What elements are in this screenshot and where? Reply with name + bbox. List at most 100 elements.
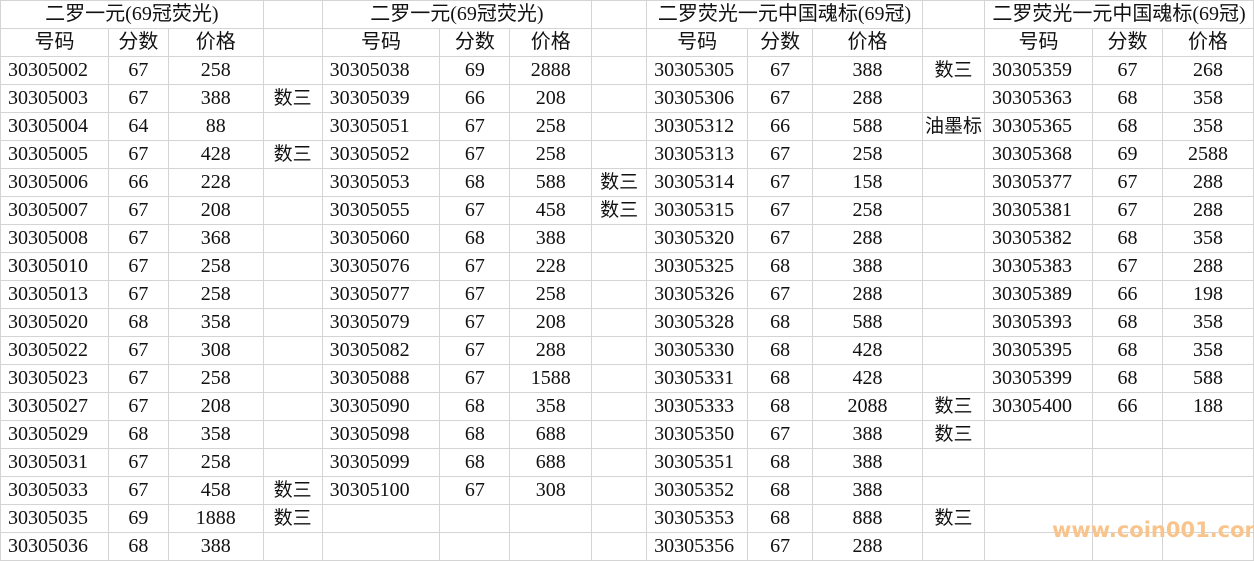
score-cell[interactable]: 68 [439,420,511,449]
code-cell[interactable] [983,420,1093,449]
score-cell[interactable]: 68 [439,224,511,253]
score-cell[interactable]: 67 [439,112,511,141]
note-cell[interactable]: 数三 [591,196,648,225]
note-cell[interactable] [262,224,323,253]
code-cell[interactable]: 30305328 [646,308,749,337]
note-cell[interactable] [262,252,323,281]
note-cell[interactable] [922,364,985,393]
note-cell[interactable] [262,280,323,309]
note-cell[interactable] [591,420,648,449]
price-cell[interactable]: 688 [509,448,593,477]
price-cell[interactable]: 288 [812,532,923,561]
note-cell[interactable] [591,224,648,253]
price-cell[interactable] [1161,420,1254,449]
score-cell[interactable]: 67 [439,252,511,281]
score-cell[interactable]: 67 [747,84,814,113]
note-cell[interactable] [262,448,323,477]
price-cell[interactable]: 358 [1161,224,1254,253]
price-cell[interactable] [1161,476,1254,505]
price-cell[interactable]: 288 [1161,252,1254,281]
price-cell[interactable]: 208 [509,308,593,337]
code-cell[interactable]: 30305023 [0,364,109,393]
price-cell[interactable]: 2888 [509,56,593,85]
price-cell[interactable]: 358 [1161,84,1254,113]
price-cell[interactable]: 258 [167,364,264,393]
score-cell[interactable] [439,532,511,561]
note-cell[interactable] [591,504,648,533]
code-cell[interactable]: 30305029 [0,420,109,449]
code-cell[interactable]: 30305090 [321,392,441,421]
price-cell[interactable]: 388 [167,532,264,561]
code-cell[interactable]: 30305325 [646,252,749,281]
score-cell[interactable]: 67 [747,532,814,561]
price-cell[interactable]: 388 [812,476,923,505]
note-cell[interactable] [262,168,323,197]
score-cell[interactable] [1091,476,1163,505]
code-cell[interactable]: 30305350 [646,420,749,449]
score-cell[interactable]: 67 [747,420,814,449]
score-cell[interactable]: 68 [747,252,814,281]
price-cell[interactable]: 588 [812,112,923,141]
price-cell[interactable]: 208 [167,196,264,225]
price-cell[interactable]: 358 [1161,112,1254,141]
code-cell[interactable]: 30305077 [321,280,441,309]
code-cell[interactable]: 30305007 [0,196,109,225]
note-cell[interactable] [591,84,648,113]
price-cell[interactable]: 388 [812,56,923,85]
score-cell[interactable] [439,504,511,533]
score-cell[interactable]: 68 [747,476,814,505]
note-cell[interactable]: 数三 [922,504,985,533]
note-cell[interactable] [922,280,985,309]
price-cell[interactable]: 258 [509,112,593,141]
code-cell[interactable]: 30305389 [983,280,1093,309]
code-cell[interactable]: 30305368 [983,140,1093,169]
score-cell[interactable]: 66 [439,84,511,113]
code-cell[interactable]: 30305039 [321,84,441,113]
code-cell[interactable]: 30305399 [983,364,1093,393]
score-cell[interactable]: 67 [747,196,814,225]
price-cell[interactable]: 268 [1161,56,1254,85]
price-cell[interactable]: 428 [812,364,923,393]
price-cell[interactable] [509,532,593,561]
code-cell[interactable]: 30305098 [321,420,441,449]
price-cell[interactable]: 288 [812,224,923,253]
price-cell[interactable]: 228 [167,168,264,197]
price-cell[interactable]: 358 [167,308,264,337]
note-cell[interactable] [922,336,985,365]
price-cell[interactable]: 388 [509,224,593,253]
code-cell[interactable]: 30305088 [321,364,441,393]
code-cell[interactable]: 30305377 [983,168,1093,197]
code-cell[interactable]: 30305326 [646,280,749,309]
note-cell[interactable]: 数三 [262,504,323,533]
code-cell[interactable]: 30305052 [321,140,441,169]
note-cell[interactable] [591,56,648,85]
price-cell[interactable]: 258 [509,280,593,309]
score-cell[interactable]: 67 [1091,252,1163,281]
note-cell[interactable] [922,0,985,29]
code-cell[interactable]: 30305038 [321,56,441,85]
score-cell[interactable]: 68 [1091,364,1163,393]
price-cell[interactable]: 588 [812,308,923,337]
price-cell[interactable]: 288 [1161,196,1254,225]
price-cell[interactable]: 228 [509,252,593,281]
score-cell[interactable]: 67 [439,308,511,337]
score-cell[interactable]: 68 [439,392,511,421]
code-cell[interactable]: 30305051 [321,112,441,141]
code-cell[interactable]: 30305079 [321,308,441,337]
price-cell[interactable]: 458 [167,476,264,505]
code-cell[interactable]: 30305036 [0,532,109,561]
price-cell[interactable]: 588 [1161,364,1254,393]
score-cell[interactable]: 66 [1091,392,1163,421]
note-cell[interactable] [262,0,323,29]
price-cell[interactable]: 388 [812,420,923,449]
code-cell[interactable]: 30305082 [321,336,441,365]
price-cell[interactable]: 428 [167,140,264,169]
score-cell[interactable]: 67 [1091,168,1163,197]
note-cell[interactable] [262,364,323,393]
score-cell[interactable]: 67 [107,224,169,253]
note-cell[interactable] [262,112,323,141]
note-cell[interactable]: 数三 [262,476,323,505]
code-cell[interactable]: 30305055 [321,196,441,225]
score-cell[interactable] [1091,448,1163,477]
score-cell[interactable]: 67 [107,56,169,85]
